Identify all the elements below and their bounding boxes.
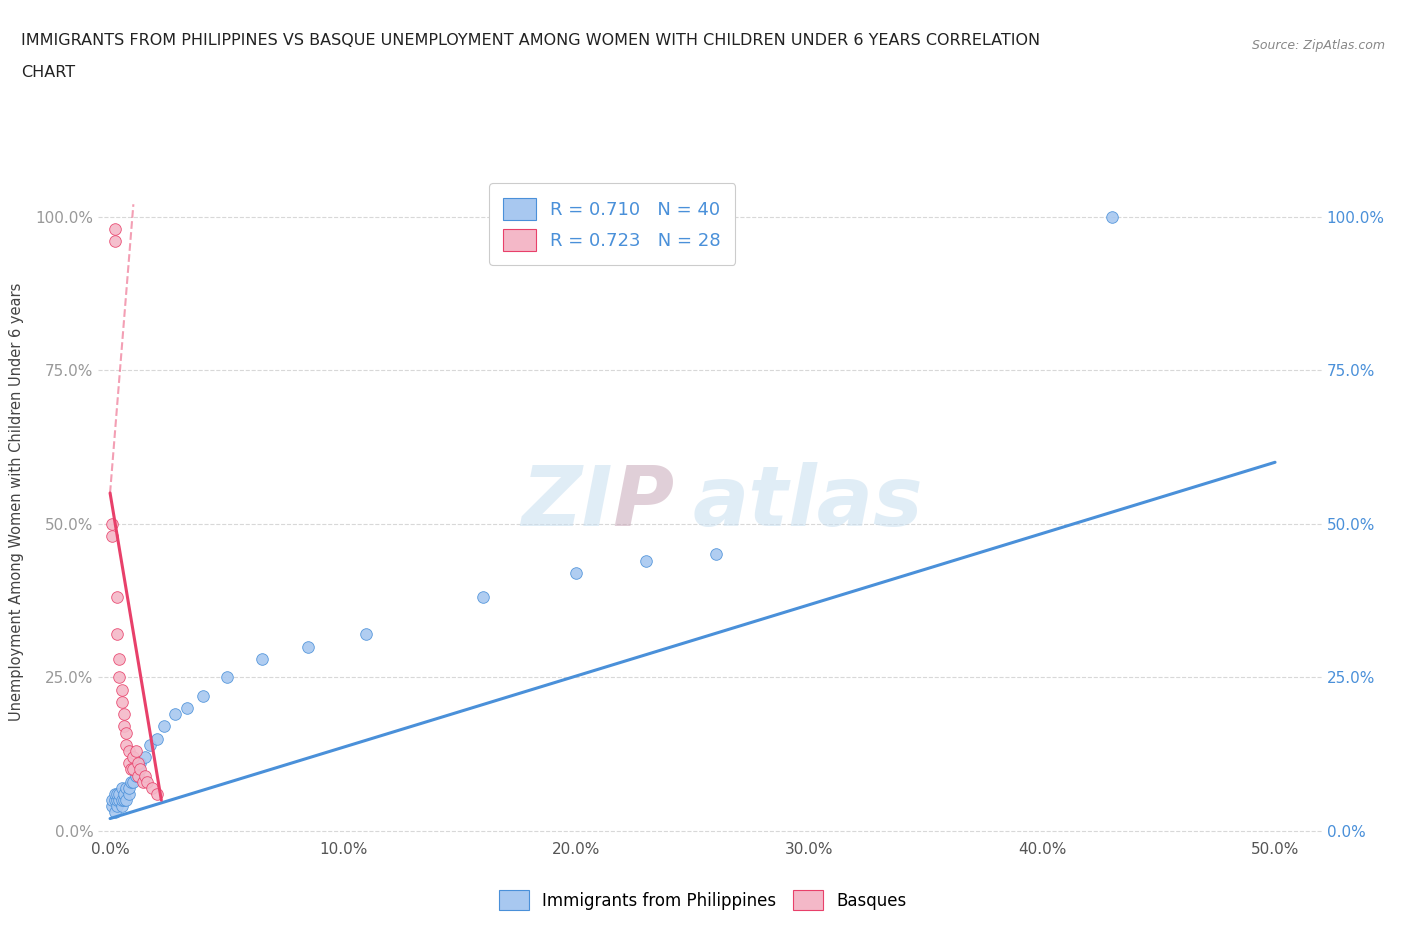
Point [120, 775, 142, 790]
Text: P: P [612, 461, 673, 543]
Text: CHART: CHART [21, 65, 75, 80]
Legend: Immigrants from Philippines, Basques: Immigrants from Philippines, Basques [492, 884, 914, 917]
Point [105, 792, 128, 807]
Point [704, 547, 727, 562]
Point [104, 805, 127, 820]
Point [118, 756, 141, 771]
Point [141, 780, 163, 795]
Point [134, 750, 156, 764]
Point [104, 787, 127, 802]
Point [101, 516, 124, 531]
Text: Source: ZipAtlas.com: Source: ZipAtlas.com [1251, 39, 1385, 52]
Point [108, 787, 131, 802]
Point [112, 787, 135, 802]
Text: IMMIGRANTS FROM PHILIPPINES VS BASQUE UNEMPLOYMENT AMONG WOMEN WITH CHILDREN UND: IMMIGRANTS FROM PHILIPPINES VS BASQUE UN… [21, 33, 1040, 47]
Point [127, 762, 149, 777]
Point [108, 792, 131, 807]
Point [104, 792, 127, 807]
Point [138, 737, 160, 752]
Point [112, 719, 135, 734]
Point [122, 762, 145, 777]
Point [101, 792, 124, 807]
Point [127, 756, 149, 771]
Point [136, 775, 159, 790]
Point [129, 762, 152, 777]
Point [145, 731, 167, 746]
Point [115, 725, 138, 740]
Point [127, 768, 149, 783]
Point [634, 553, 657, 568]
Point [118, 787, 141, 802]
Point [105, 627, 128, 642]
Point [111, 780, 134, 795]
Point [118, 744, 141, 759]
Point [108, 670, 131, 684]
Legend: R = 0.710   N = 40, R = 0.723   N = 28: R = 0.710 N = 40, R = 0.723 N = 28 [489, 183, 735, 265]
Point [125, 744, 148, 759]
Point [565, 565, 588, 580]
Point [111, 799, 134, 814]
Point [356, 627, 378, 642]
Point [193, 688, 215, 703]
Point [112, 707, 135, 722]
Point [471, 590, 494, 604]
Point [297, 639, 319, 654]
Point [115, 780, 138, 795]
Point [115, 737, 138, 752]
Point [111, 792, 134, 807]
Point [134, 768, 156, 783]
Point [145, 787, 167, 802]
Point [122, 750, 145, 764]
Y-axis label: Unemployment Among Women with Children Under 6 years: Unemployment Among Women with Children U… [10, 283, 24, 722]
Point [105, 590, 128, 604]
Point [176, 700, 198, 715]
Point [118, 780, 141, 795]
Point [215, 670, 238, 684]
Point [120, 762, 142, 777]
Point [104, 221, 127, 236]
Point [112, 792, 135, 807]
Point [101, 528, 124, 543]
Point [125, 768, 148, 783]
Point [111, 695, 134, 710]
Point [165, 707, 187, 722]
Point [129, 756, 152, 771]
Point [105, 799, 128, 814]
Point [105, 787, 128, 802]
Point [152, 719, 174, 734]
Text: ZI: ZI [520, 461, 612, 543]
Point [1101, 209, 1123, 224]
Point [104, 233, 127, 248]
Point [101, 799, 124, 814]
Point [108, 651, 131, 666]
Point [122, 775, 145, 790]
Point [131, 775, 153, 790]
Point [111, 682, 134, 697]
Point [115, 792, 138, 807]
Text: atlas: atlas [693, 461, 924, 543]
Point [250, 651, 273, 666]
